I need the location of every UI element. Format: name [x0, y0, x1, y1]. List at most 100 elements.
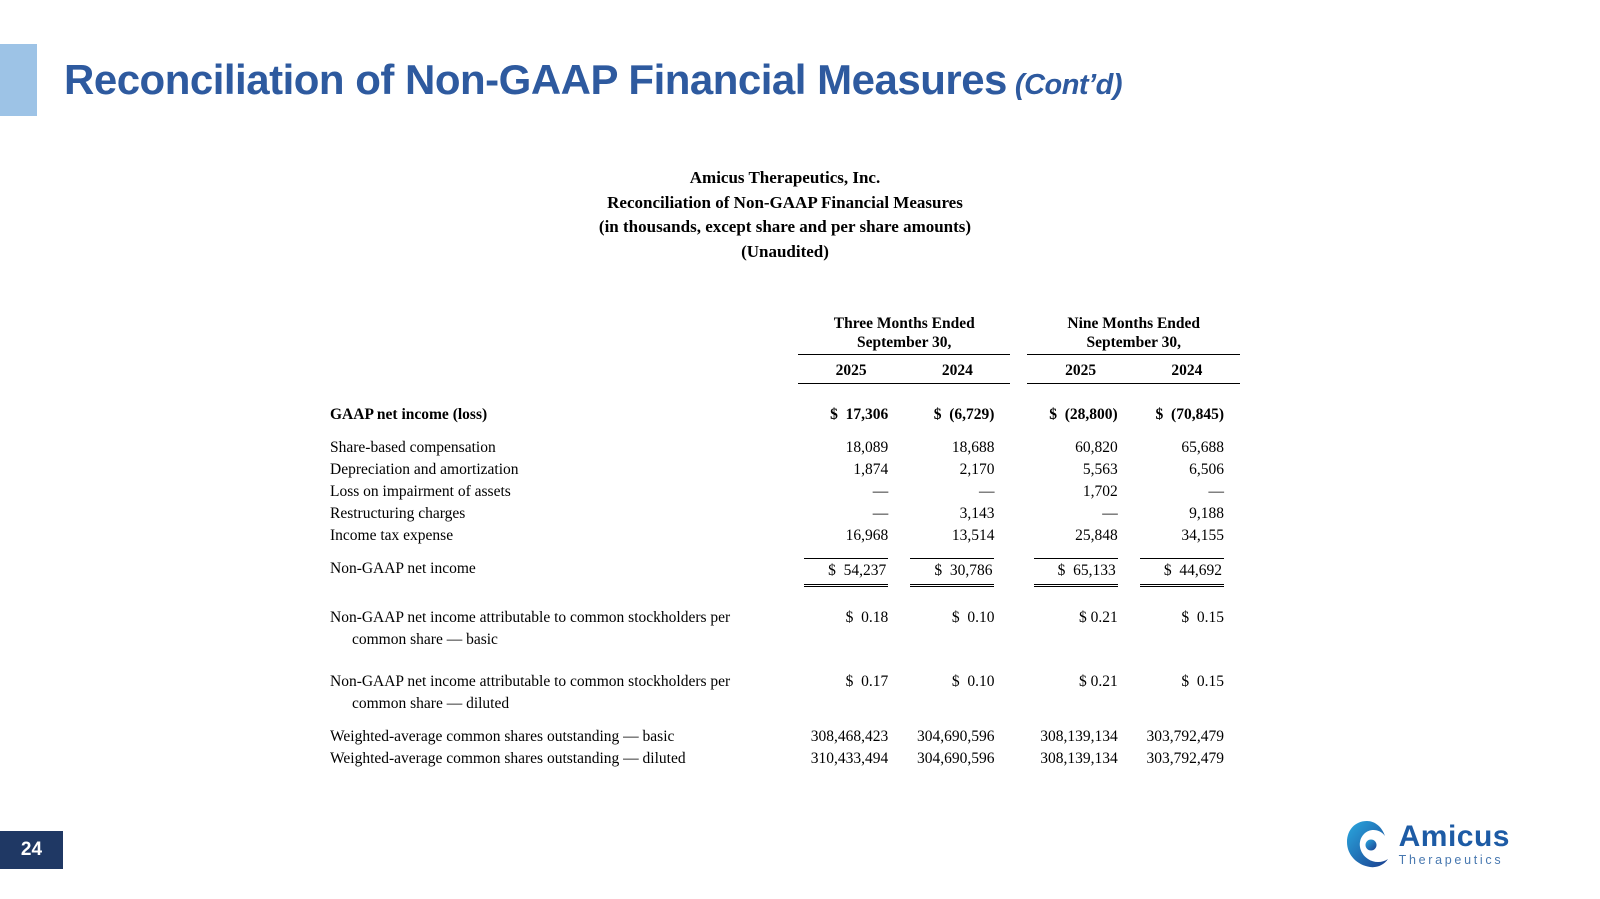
year-header: 2025: [798, 354, 905, 384]
row-value: $ (28,800): [1049, 406, 1118, 423]
row-value: 5,563: [1082, 461, 1118, 478]
row-value: $ 0.17: [845, 673, 889, 690]
statement-title: Reconciliation of Non-GAAP Financial Mea…: [607, 192, 963, 212]
row-value: 18,688: [951, 439, 995, 456]
row-value: 3,143: [959, 505, 995, 522]
table-row: GAAP net income (loss) $ 17,306 $ (6,729…: [330, 384, 1240, 427]
row-label: Depreciation and amortization: [330, 459, 798, 481]
row-value: —: [1208, 483, 1225, 500]
table-body: GAAP net income (loss) $ 17,306 $ (6,729…: [330, 384, 1240, 771]
row-label-line1: Depreciation and amortization: [330, 461, 519, 478]
column-gap: [1010, 715, 1027, 748]
row-value: $ 0.21: [1078, 673, 1118, 690]
table-row: Non-GAAP net income attributable to comm…: [330, 587, 1240, 651]
row-label-line1: Non-GAAP net income attributable to comm…: [330, 673, 731, 690]
row-label-line1: Loss on impairment of assets: [330, 483, 511, 500]
reconciliation-table: Three Months Ended September 30, Nine Mo…: [330, 314, 1240, 770]
row-value: $ 0.18: [845, 609, 889, 626]
row-value: 1,702: [1082, 483, 1118, 500]
table-row: Restructuring charges — 3,143 — 9,188: [330, 503, 1240, 525]
row-value: 2,170: [959, 461, 995, 478]
row-value: 9,188: [1189, 505, 1224, 522]
row-value: 6,506: [1189, 461, 1224, 478]
column-group-three-months: Three Months Ended September 30,: [798, 314, 1011, 355]
row-label-line1: Income tax expense: [330, 527, 454, 544]
row-value: 25,848: [1075, 527, 1118, 544]
row-label: Non-GAAP net income: [330, 547, 798, 587]
row-label: Restructuring charges: [330, 503, 798, 525]
slide-title: Reconciliation of Non-GAAP Financial Mea…: [64, 56, 1123, 104]
row-value: $ 30,786: [904, 547, 1010, 587]
row-label: Weighted-average common shares outstandi…: [330, 715, 798, 748]
row-value: 60,820: [1075, 439, 1118, 456]
table-row: Weighted-average common shares outstandi…: [330, 748, 1240, 770]
row-value: 310,433,494: [810, 750, 889, 767]
row-value: $ 17,306: [830, 406, 889, 423]
row-label-line1: Restructuring charges: [330, 505, 466, 522]
row-value: $ 65,133: [1027, 547, 1133, 587]
statement-heading: Amicus Therapeutics, Inc. Reconciliation…: [330, 166, 1240, 264]
column-gap: [1010, 748, 1027, 770]
row-label-line2: common share — basic: [352, 631, 498, 648]
row-value: $ 0.15: [1181, 609, 1224, 626]
column-gap: [1010, 587, 1027, 651]
year-header: 2024: [904, 354, 1011, 384]
slide-title-suffix: (Cont’d): [1014, 69, 1123, 101]
column-gap: [1010, 459, 1027, 481]
row-value: 34,155: [1181, 527, 1224, 544]
page-number: 24: [20, 839, 43, 860]
year-header-row: 2025 2024 2025 2024: [330, 354, 1240, 384]
column-gap: [1010, 314, 1027, 355]
logo-sub-text: Therapeutics: [1398, 852, 1504, 867]
amicus-logo: Amicus Therapeutics: [1344, 819, 1510, 869]
row-value: 18,089: [845, 439, 889, 456]
row-label: Share-based compensation: [330, 426, 798, 459]
row-label: Weighted-average common shares outstandi…: [330, 748, 798, 770]
page-number-badge: 24: [0, 831, 63, 869]
table-row: Depreciation and amortization 1,874 2,17…: [330, 459, 1240, 481]
column-gap: [1010, 525, 1027, 547]
row-label: Income tax expense: [330, 525, 798, 547]
table-row: Loss on impairment of assets — — 1,702 —: [330, 481, 1240, 503]
table-row: Non-GAAP net income attributable to comm…: [330, 651, 1240, 715]
row-value: 308,468,423: [810, 728, 889, 745]
row-value: $ 0.10: [951, 673, 995, 690]
row-value: $ 0.15: [1181, 673, 1224, 690]
title-accent-bar: [0, 44, 37, 116]
row-value: —: [978, 483, 995, 500]
header-label-spacer: [330, 314, 798, 355]
financial-statement: Amicus Therapeutics, Inc. Reconciliation…: [330, 166, 1240, 770]
row-value: —: [872, 505, 889, 522]
row-label-line1: Share-based compensation: [330, 439, 496, 456]
row-value: 304,690,596: [916, 750, 995, 767]
column-gap: [1010, 426, 1027, 459]
row-label-line1: Weighted-average common shares outstandi…: [330, 728, 675, 745]
row-value: $ 54,237: [798, 547, 904, 587]
row-value: $ (70,845): [1155, 406, 1224, 423]
row-value: 308,139,134: [1040, 728, 1118, 745]
column-group-header-row: Three Months Ended September 30, Nine Mo…: [330, 314, 1240, 355]
column-gap: [1010, 547, 1027, 587]
table-row: Share-based compensation 18,089 18,688 6…: [330, 426, 1240, 459]
statement-company-name: Amicus Therapeutics, Inc.: [689, 168, 881, 187]
row-value: $ 44,692: [1134, 547, 1240, 587]
row-label-line1: Non-GAAP net income: [330, 560, 476, 577]
year-header: 2025: [1027, 354, 1134, 384]
row-value: 1,874: [853, 461, 889, 478]
row-value: 13,514: [951, 527, 995, 544]
column-gap: [1010, 384, 1027, 427]
row-value: 303,792,479: [1146, 750, 1225, 767]
slide-title-text: Reconciliation of Non-GAAP Financial Mea…: [64, 56, 1007, 103]
year-header: 2024: [1133, 354, 1240, 384]
row-value: 16,968: [845, 527, 889, 544]
column-group-nine-months: Nine Months Ended September 30,: [1027, 314, 1240, 355]
column-gap: [1010, 651, 1027, 715]
row-value: 304,690,596: [916, 728, 995, 745]
row-value: 65,688: [1181, 439, 1224, 456]
statement-unaudited-note: (Unaudited): [741, 241, 829, 261]
row-label-line1: Non-GAAP net income attributable to comm…: [330, 609, 731, 626]
statement-units-note: (in thousands, except share and per shar…: [598, 217, 972, 236]
column-gap: [1010, 355, 1027, 384]
row-value: —: [872, 483, 889, 500]
row-value: $ (6,729): [933, 406, 995, 423]
